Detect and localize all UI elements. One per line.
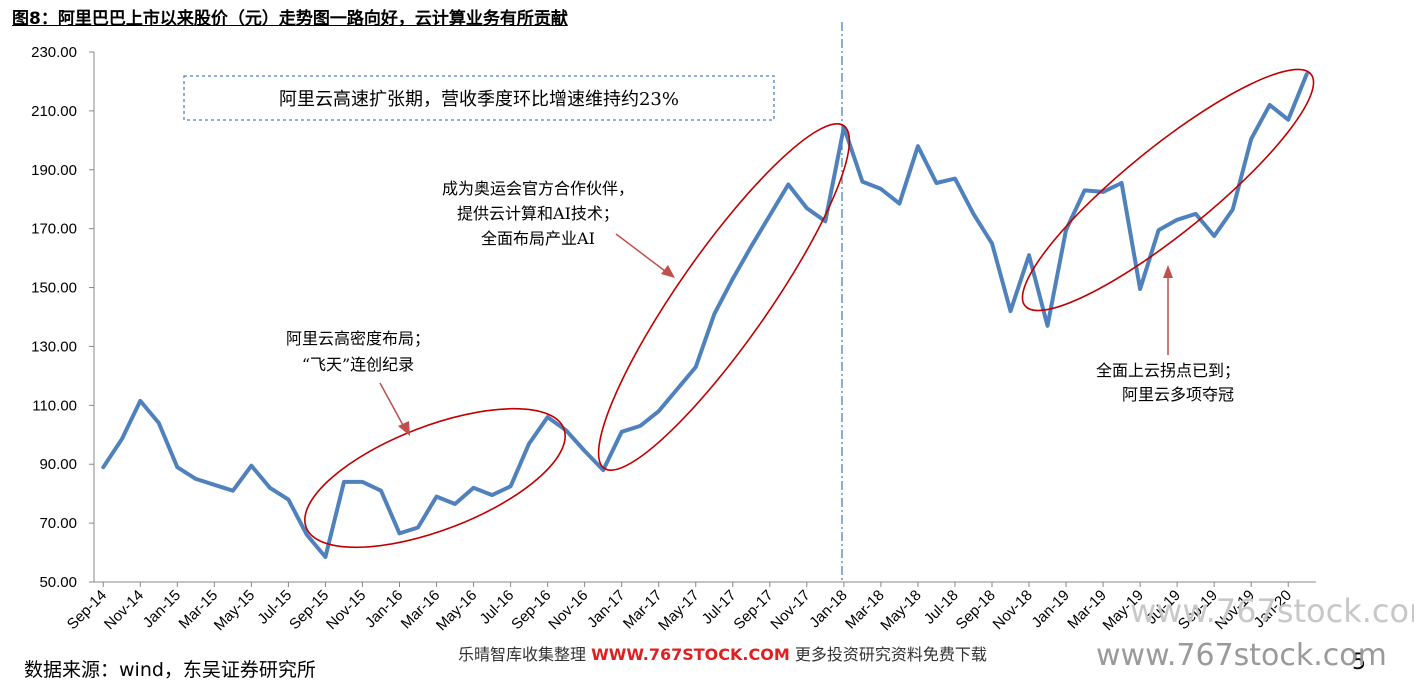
y-tick-label: 110.00	[32, 397, 77, 414]
watermark-middle-url: WWW.767STOCK.COM	[591, 645, 790, 664]
watermark-middle-prefix: 乐晴智库收集整理	[458, 645, 592, 664]
x-tick-label: Jan-17	[584, 587, 628, 631]
note-arrow-3	[1163, 265, 1173, 355]
highlight-ellipse-2015-2016	[304, 407, 566, 549]
x-tick-label: Nov-15	[323, 587, 369, 633]
annotation-note-1-line-1: 阿里云高密度布局；	[286, 329, 430, 348]
watermark-middle-suffix: 更多投资研究资料免费下载	[789, 645, 987, 664]
x-tick-label: Jan-19	[1028, 587, 1072, 631]
y-tick-label: 50.00	[39, 574, 77, 591]
watermark-right-bottom: www.767stock.com	[1096, 638, 1387, 673]
source-note: 数据来源：wind，东吴证券研究所	[24, 659, 316, 681]
x-tick-label: Nov-18	[990, 587, 1036, 633]
price-series-line	[101, 72, 1309, 559]
annotation-note-2-line-1: 成为奥运会官方合作伙伴，	[442, 179, 634, 198]
y-tick-label: 170.00	[31, 221, 77, 238]
annotation-box-text: 阿里云高速扩张期，营收季度环比增速维持约23%	[279, 89, 679, 110]
x-tick-label: Jan-15	[140, 587, 184, 631]
y-tick-label: 130.00	[31, 338, 77, 355]
annotation-note-3-line-2: 阿里云多项夺冠	[1122, 385, 1234, 404]
x-tick-label: Nov-16	[545, 587, 591, 633]
y-axis: 50.00 70.00 90.00 110.00 130.00 150.00 170.00 1…	[31, 44, 95, 591]
x-tick-label: May-17	[655, 587, 702, 634]
y-tick-label: 70.00	[39, 515, 77, 532]
y-tick-label: 190.00	[31, 162, 77, 179]
watermark-middle: 乐晴智库收集整理 WWW.767STOCK.COM 更多投资研究资料免费下载	[458, 641, 987, 665]
annotation-box	[183, 75, 775, 121]
y-tick-label: 230.00	[31, 44, 77, 61]
annotation-note-1-line-2: “飞天”连创纪录	[302, 355, 414, 374]
x-tick-label: May-18	[877, 587, 924, 634]
x-tick-label: May-15	[211, 587, 258, 634]
x-tick-label: Sep-15	[286, 587, 332, 633]
x-tick-label: Sep-18	[953, 587, 999, 633]
figure-title: 图8：阿里巴巴上市以来股价（元）走势图一路向好，云计算业务有所贡献	[12, 9, 568, 29]
annotation-note-3-line-1: 全面上云拐点已到；	[1096, 361, 1240, 380]
x-tick-label: Nov-14	[101, 587, 147, 633]
page-number: 5	[1352, 650, 1366, 675]
x-tick-label: Jan-16	[362, 587, 406, 631]
x-axis: Sep-14Nov-14Jan-15Mar-15May-15Jul-15Sep-…	[64, 581, 1316, 634]
note-arrow-1	[379, 382, 410, 436]
x-tick-label: Sep-17	[730, 587, 776, 633]
y-tick-label: 90.00	[39, 456, 77, 473]
annotation-note-2-line-3: 全面布局产业AI	[481, 229, 595, 248]
annotation-note-2-line-2: 提供云计算和AI技术；	[457, 204, 619, 223]
x-tick-label: Jan-18	[806, 587, 850, 631]
highlight-ellipse-2019	[1021, 68, 1315, 312]
x-tick-label: Sep-14	[64, 587, 110, 633]
x-tick-label: Nov-17	[767, 587, 813, 633]
x-tick-label: Sep-16	[508, 587, 554, 633]
x-tick-label: May-16	[433, 587, 480, 634]
y-tick-label: 210.00	[31, 103, 77, 120]
highlight-ellipse-2017	[597, 123, 851, 471]
watermark-right-top: www.767stock.com	[1130, 592, 1414, 630]
y-tick-label: 150.00	[31, 280, 77, 297]
note-arrow-2	[615, 233, 675, 278]
